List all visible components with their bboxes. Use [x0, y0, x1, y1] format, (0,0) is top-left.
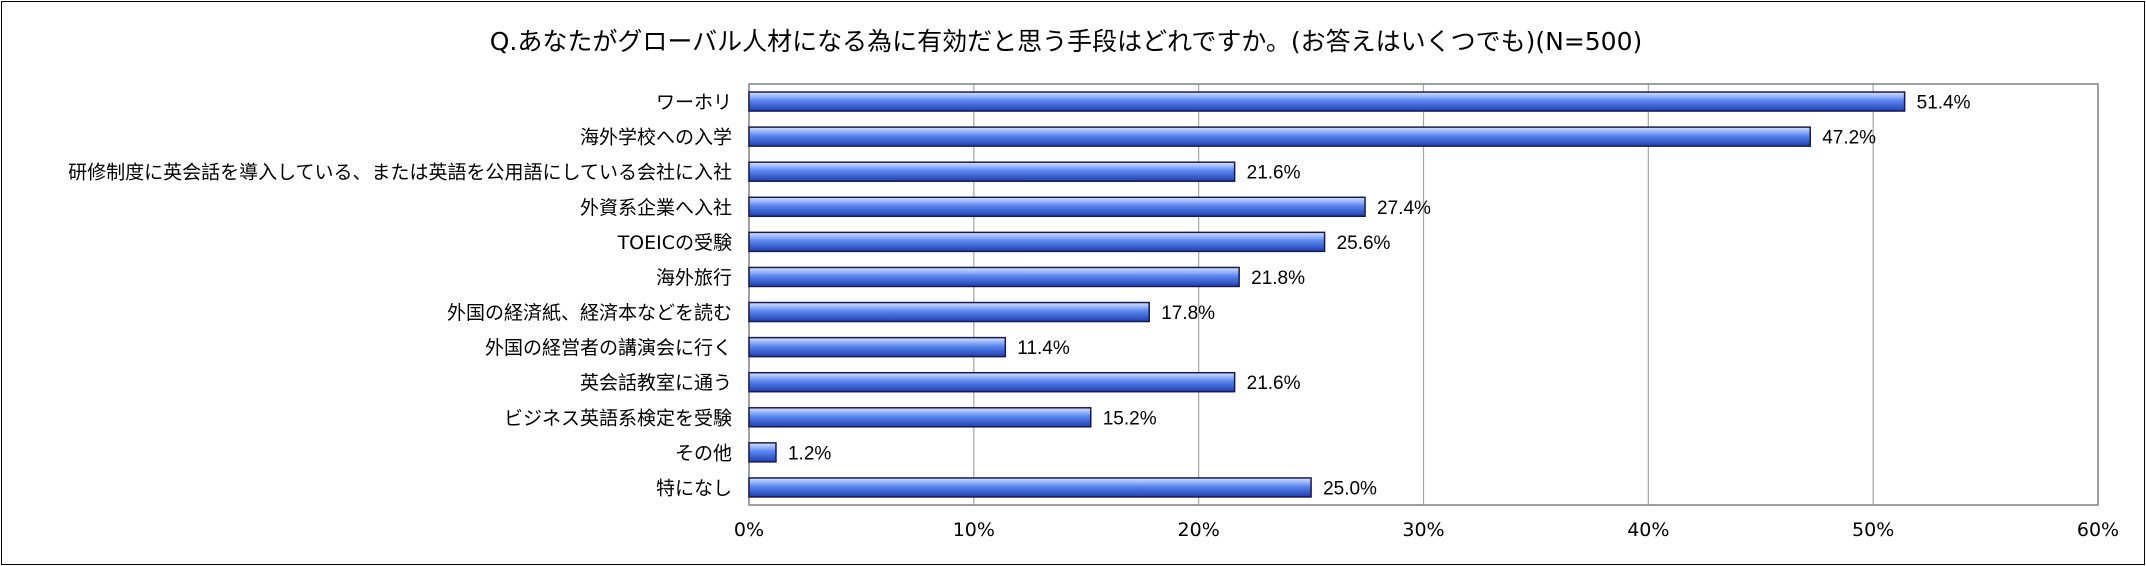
category-label: 外国の経済紙、経済本などを読む — [447, 302, 732, 324]
category-label: 英会話教室に通う — [580, 372, 732, 394]
data-label: 21.8% — [1251, 268, 1305, 289]
category-label: ワーホリ — [656, 92, 732, 114]
data-label: 15.2% — [1103, 408, 1157, 429]
x-tick-labels: 0% 10% 20% 30% 40% 50% 60% — [734, 519, 2119, 541]
bar — [748, 161, 1236, 182]
data-label: 25.6% — [1337, 233, 1391, 254]
data-label: 51.4% — [1917, 93, 1971, 114]
x-tick-label: 0% — [734, 519, 764, 541]
data-label: 1.2% — [788, 443, 831, 464]
x-tick-label: 20% — [1178, 519, 1220, 541]
data-label: 21.6% — [1247, 373, 1301, 394]
x-tick-label: 60% — [2077, 519, 2119, 541]
x-tick-label: 30% — [1402, 519, 1444, 541]
grid-lines — [973, 84, 1874, 505]
bar — [748, 126, 1811, 147]
category-label: 特になし — [656, 477, 732, 499]
bar — [748, 477, 1312, 498]
category-label: 研修制度に英会話を導入している、または英語を公用語にしている会社に入社 — [68, 162, 732, 184]
bars-group — [748, 91, 1906, 498]
category-label: その他 — [675, 442, 732, 464]
bar — [748, 407, 1092, 428]
plot-area — [748, 83, 2099, 506]
bar — [748, 442, 777, 463]
category-label: 外国の経営者の講演会に行く — [485, 337, 732, 359]
bar — [748, 231, 1326, 253]
bar — [748, 91, 1906, 112]
data-label: 25.0% — [1323, 478, 1377, 499]
category-label: TOEICの受験 — [617, 232, 732, 254]
category-label: 海外旅行 — [656, 267, 732, 289]
category-label: 海外学校への入学 — [580, 127, 732, 149]
category-label: ビジネス英語系検定を受験 — [504, 407, 732, 429]
bar — [748, 266, 1240, 288]
bar — [748, 371, 1236, 393]
value-labels: 51.4% 47.2% 21.6% 27.4% 25.6% 21.8% 17.8% 11.4%… — [788, 93, 1971, 500]
data-label: 21.6% — [1247, 163, 1301, 184]
x-tick-label: 50% — [1852, 519, 1894, 541]
category-labels: ワーホリ海外学校への入学研修制度に英会話を導入している、または英語を公用語にして… — [68, 92, 732, 500]
x-tick-label: 10% — [953, 519, 995, 541]
x-tick-label: 40% — [1627, 519, 1669, 541]
data-label: 47.2% — [1822, 128, 1876, 149]
data-label: 11.4% — [1017, 338, 1070, 359]
bar — [748, 196, 1366, 218]
data-label: 17.8% — [1161, 303, 1215, 324]
data-label: 27.4% — [1377, 198, 1431, 219]
chart-title: Q.あなたがグローバル人材になる為に有効だと思う手段はどれですか。(お答えはいく… — [490, 27, 1643, 56]
category-label: 外資系企業へ入社 — [580, 197, 732, 219]
bar — [748, 301, 1150, 323]
bar — [748, 336, 1007, 358]
